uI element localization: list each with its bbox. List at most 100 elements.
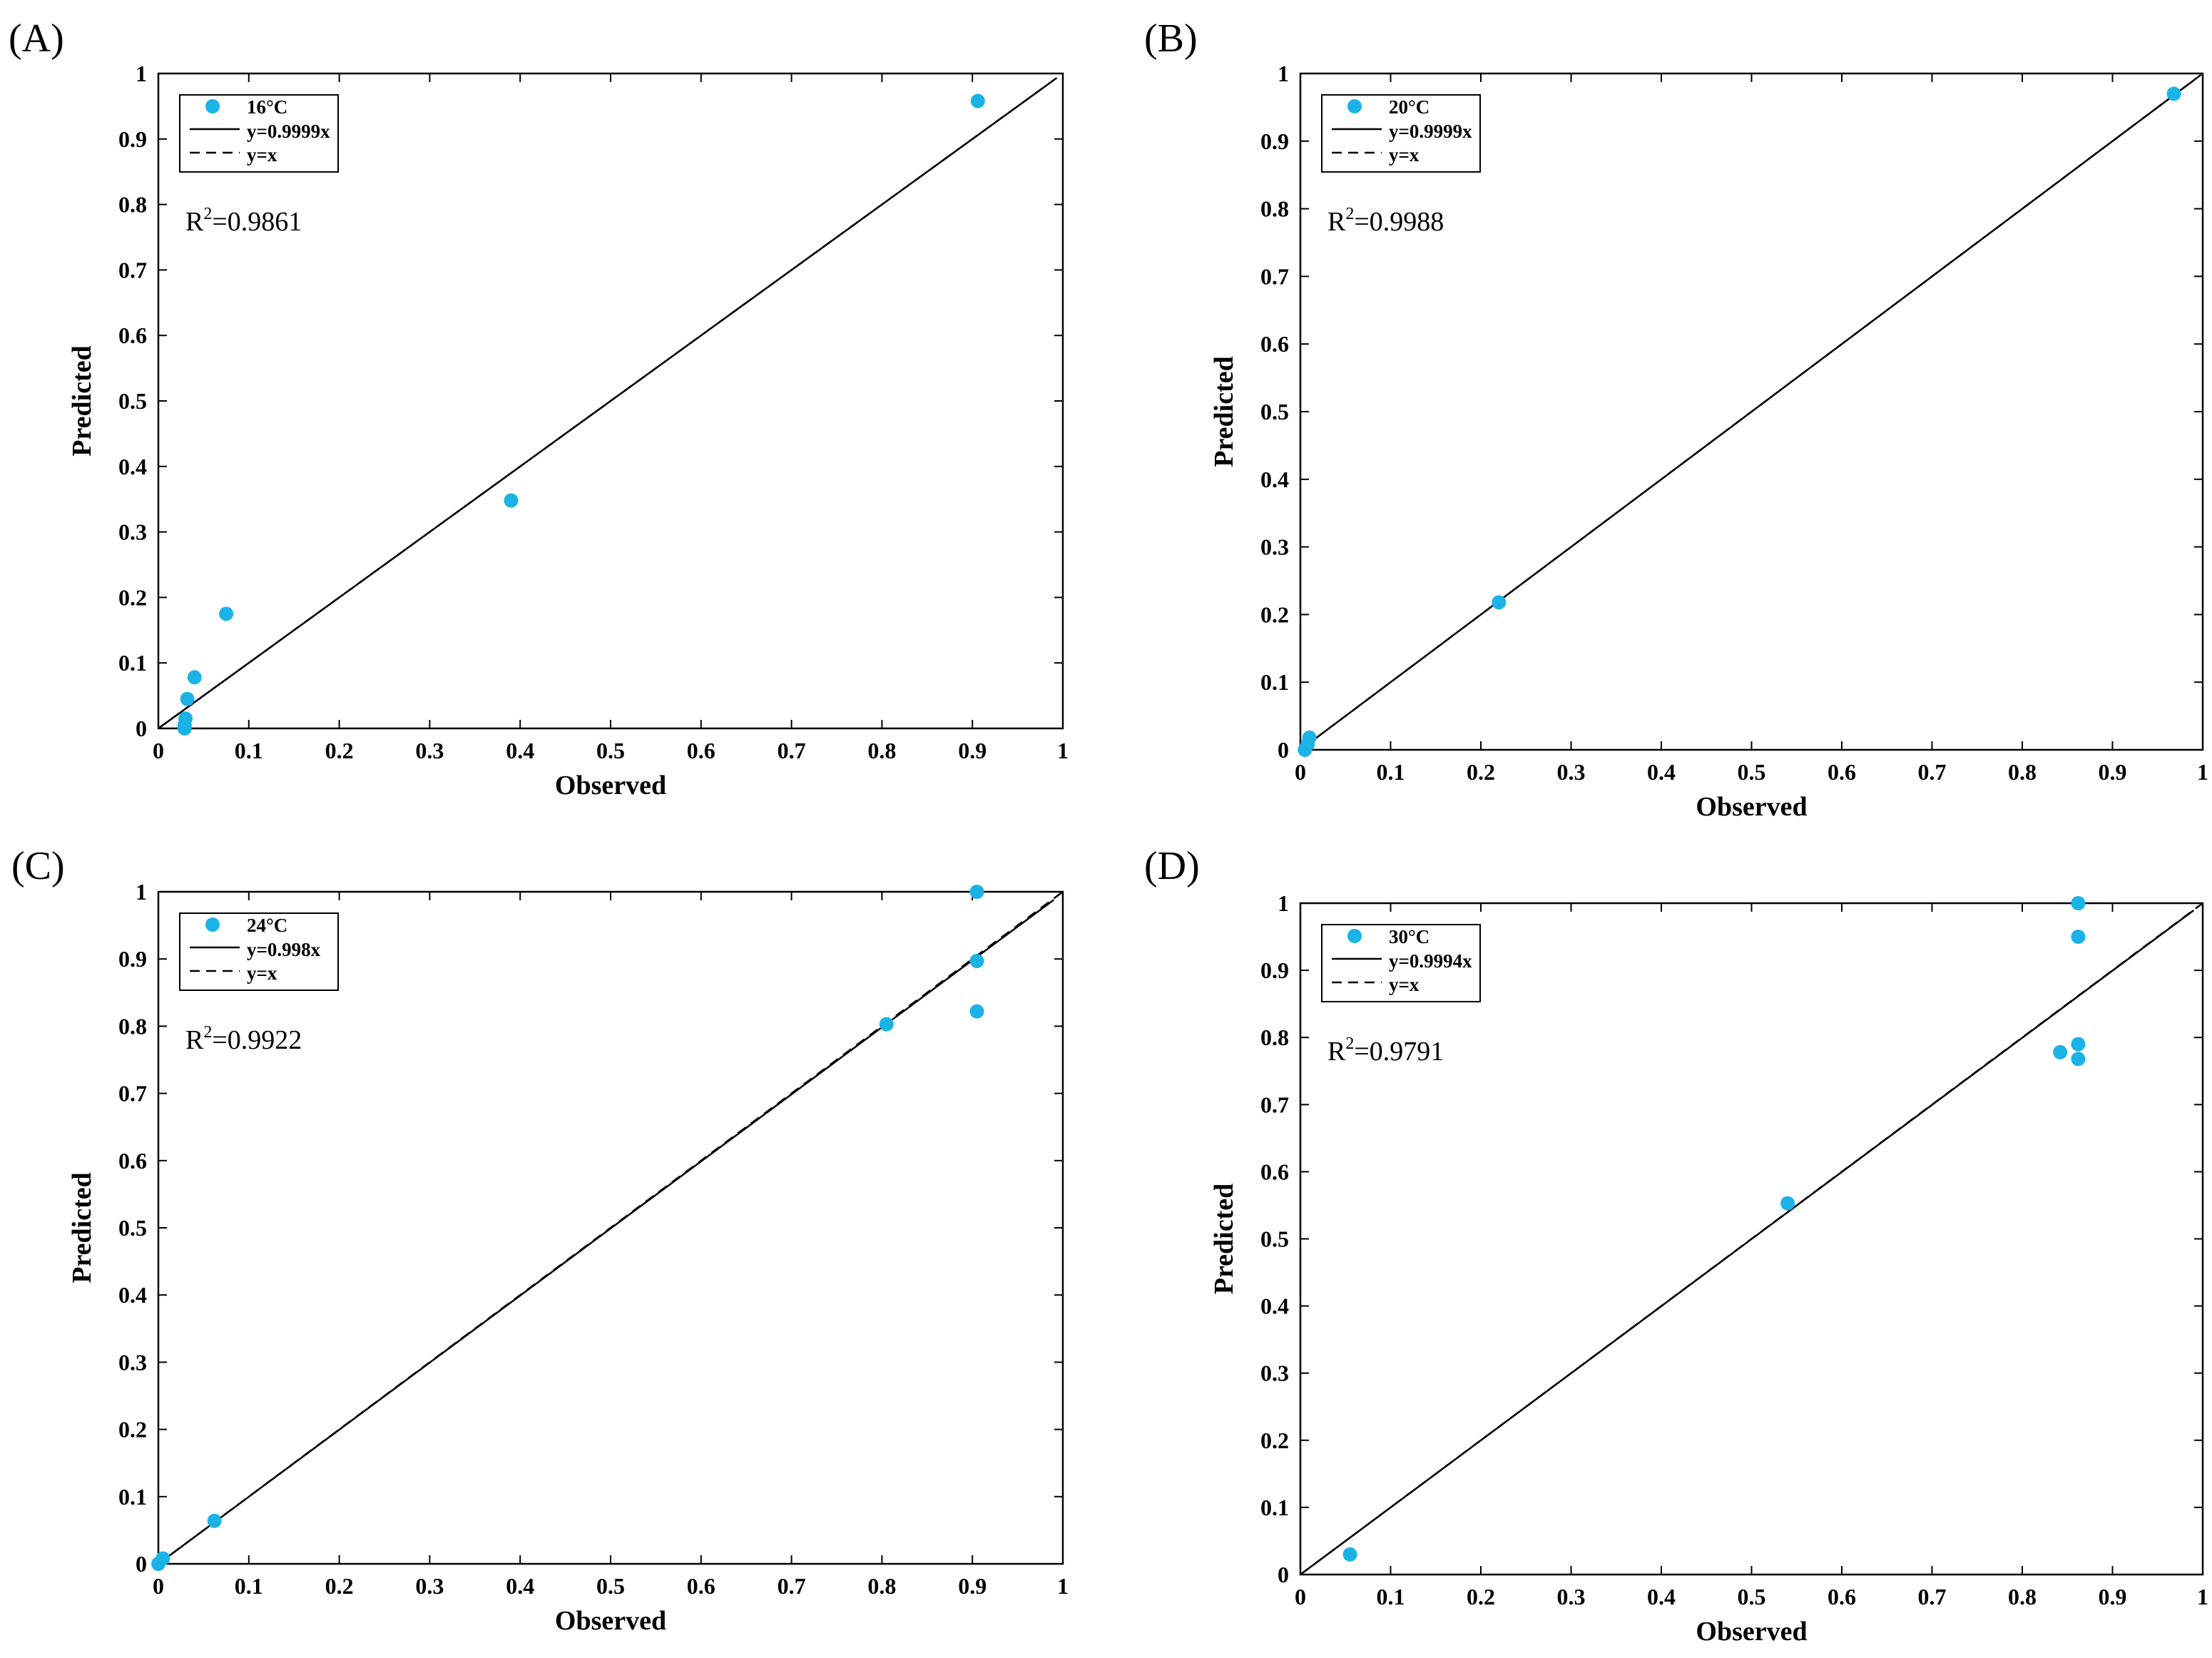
data-point bbox=[187, 670, 202, 685]
y-tick-label: 0.7 bbox=[1260, 263, 1289, 289]
data-point bbox=[969, 954, 984, 969]
y-tick-label: 0.1 bbox=[118, 650, 147, 676]
x-tick-label: 0.8 bbox=[2008, 1584, 2037, 1609]
x-tick-label: 0 bbox=[153, 1573, 164, 1599]
panel-label: (B) bbox=[1144, 16, 1198, 61]
x-tick-label: 0.1 bbox=[235, 1573, 263, 1599]
y-tick-label: 0.8 bbox=[1260, 1024, 1289, 1050]
y-tick-label: 0.1 bbox=[1260, 669, 1289, 695]
r2-value: =0.9791 bbox=[1354, 1037, 1444, 1067]
x-tick-label: 0 bbox=[1295, 1584, 1306, 1609]
x-tick-label: 0.8 bbox=[867, 1573, 896, 1599]
fit-line bbox=[158, 79, 1055, 730]
data-point bbox=[970, 93, 985, 108]
y-tick-label: 0.3 bbox=[118, 1349, 147, 1375]
legend-marker-point bbox=[205, 917, 220, 932]
y-tick-label: 0.5 bbox=[118, 1215, 147, 1241]
y-tick-label: 0.7 bbox=[118, 257, 147, 283]
x-tick-label: 0.3 bbox=[1557, 1584, 1586, 1609]
data-point bbox=[156, 1551, 170, 1566]
y-tick-label: 0.9 bbox=[1260, 957, 1289, 983]
x-tick-label: 0.5 bbox=[1738, 1584, 1766, 1609]
x-tick-label: 0.4 bbox=[1647, 1584, 1676, 1609]
x-tick-label: 0.2 bbox=[1467, 1584, 1495, 1609]
y-tick-label: 0.3 bbox=[1260, 1361, 1289, 1386]
x-tick-label: 0 bbox=[1295, 759, 1306, 785]
r2-value: =0.9922 bbox=[212, 1025, 302, 1055]
x-tick-label: 0 bbox=[153, 738, 164, 763]
x-tick-label: 0.7 bbox=[1918, 1584, 1947, 1609]
x-tick-label: 0.4 bbox=[1647, 759, 1676, 785]
r2-symbol: R bbox=[185, 207, 204, 237]
y-tick-label: 0.4 bbox=[1260, 1293, 1289, 1319]
x-tick-label: 1 bbox=[2197, 1584, 2208, 1609]
x-tick-label: 1 bbox=[2197, 759, 2208, 785]
r2-annotation: R2=0.9988 bbox=[1327, 205, 1444, 237]
r2-annotation: R2=0.9922 bbox=[185, 1023, 302, 1055]
y-tick-label: 1 bbox=[136, 61, 147, 86]
y-tick-label: 0.6 bbox=[118, 1148, 147, 1174]
x-tick-label: 0.5 bbox=[596, 1573, 625, 1599]
y-tick-label: 0.7 bbox=[1260, 1092, 1289, 1117]
x-tick-label: 0.6 bbox=[1828, 1584, 1856, 1609]
y-tick-label: 0.4 bbox=[1260, 467, 1289, 492]
legend-label: y=x bbox=[247, 962, 277, 984]
y-tick-label: 1 bbox=[1278, 61, 1289, 86]
y-tick-label: 0.4 bbox=[118, 454, 147, 479]
x-tick-label: 1 bbox=[1057, 738, 1069, 763]
legend-label: 24°C bbox=[247, 915, 287, 936]
x-tick-label: 0.8 bbox=[867, 738, 896, 763]
panel-label: (D) bbox=[1144, 844, 1200, 888]
r2-annotation: R2=0.9791 bbox=[1327, 1034, 1444, 1067]
x-tick-label: 0.3 bbox=[415, 738, 444, 763]
legend-label: y=x bbox=[1389, 974, 1420, 995]
y-tick-label: 0 bbox=[1278, 737, 1289, 763]
x-tick-label: 0.7 bbox=[778, 1573, 806, 1599]
x-tick-label: 0.2 bbox=[325, 1573, 354, 1599]
y-axis-title: Predicted bbox=[1209, 1184, 1239, 1294]
x-tick-label: 0.7 bbox=[778, 738, 806, 763]
x-tick-label: 0.4 bbox=[506, 738, 534, 763]
r2-symbol: R bbox=[1327, 1037, 1346, 1067]
legend-label: 16°C bbox=[247, 96, 287, 118]
y-tick-label: 0.1 bbox=[1260, 1495, 1289, 1520]
x-tick-label: 0.2 bbox=[1467, 759, 1495, 785]
r2-superscript: 2 bbox=[203, 205, 212, 223]
r2-symbol: R bbox=[1327, 207, 1346, 237]
chart-panel-3: (C) 00 0.1 0.1 0.2 0.2 0.3 0.3 0.4 0.4 0.5 0.5 0.6 0.… bbox=[11, 844, 1069, 1636]
legend-marker-point bbox=[1347, 929, 1362, 943]
y-axis-title: Predicted bbox=[67, 345, 97, 456]
y-tick-label: 0.3 bbox=[1260, 534, 1289, 560]
y-tick-label: 0.6 bbox=[1260, 1159, 1289, 1184]
y-tick-label: 0.9 bbox=[118, 946, 147, 972]
fit-line bbox=[158, 899, 1055, 1565]
y-tick-label: 0.2 bbox=[118, 584, 147, 610]
x-tick-label: 0.7 bbox=[1918, 759, 1947, 785]
y-tick-label: 0 bbox=[136, 716, 147, 741]
legend-label: y=x bbox=[1389, 144, 1420, 166]
x-axis-title: Observed bbox=[1696, 792, 1807, 822]
data-point bbox=[879, 1017, 894, 1032]
y-tick-label: 0 bbox=[1278, 1562, 1289, 1587]
y-tick-label: 0.8 bbox=[1260, 196, 1289, 222]
data-point bbox=[1492, 595, 1507, 610]
x-tick-label: 0.6 bbox=[687, 1573, 715, 1599]
x-tick-label: 0.1 bbox=[1377, 759, 1405, 785]
y-tick-label: 0.1 bbox=[118, 1484, 147, 1510]
legend-label: 20°C bbox=[1389, 96, 1429, 118]
y-tick-label: 0.7 bbox=[118, 1081, 147, 1107]
data-point bbox=[1302, 730, 1317, 745]
r2-superscript: 2 bbox=[1345, 205, 1354, 223]
data-point bbox=[2166, 86, 2181, 101]
legend-label: y=0.9999x bbox=[247, 121, 330, 142]
x-tick-label: 0.9 bbox=[958, 1573, 987, 1599]
y-tick-label: 1 bbox=[1278, 890, 1289, 916]
legend-label: y=0.9999x bbox=[1389, 121, 1472, 142]
y-tick-label: 0.9 bbox=[118, 126, 147, 152]
y-tick-label: 0.2 bbox=[118, 1417, 147, 1443]
x-tick-label: 0.9 bbox=[2099, 759, 2127, 785]
chart-panel-2: (B) 00 0.1 0.1 0.2 0.2 0.3 0.3 0.4 0.4 0.5 0.5 0.6 0.… bbox=[1144, 16, 2208, 822]
x-axis-title: Observed bbox=[1696, 1617, 1807, 1647]
panel-label: (A) bbox=[9, 16, 64, 61]
data-point bbox=[969, 885, 984, 899]
